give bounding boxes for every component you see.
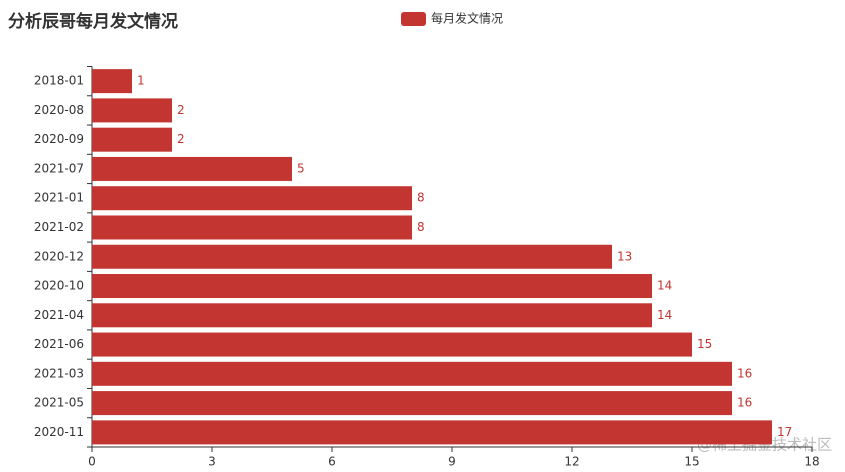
x-tick-label: 18 (804, 455, 819, 469)
bar (92, 332, 692, 357)
y-tick-label: 2020-11 (34, 425, 84, 439)
value-label: 16 (737, 366, 752, 380)
x-tick-label: 6 (328, 455, 336, 469)
x-tick-label: 15 (684, 455, 699, 469)
bar (92, 361, 732, 386)
y-tick-label: 2021-03 (34, 366, 84, 380)
bar (92, 69, 132, 94)
value-label: 1 (137, 74, 145, 88)
value-label: 15 (697, 337, 712, 351)
y-tick-label: 2021-07 (34, 161, 84, 175)
legend-label: 每月发文情况 (431, 11, 503, 26)
y-tick-label: 2021-01 (34, 191, 84, 205)
x-tick-label: 0 (88, 455, 96, 469)
y-tick-label: 2021-04 (34, 308, 84, 322)
bar (92, 391, 732, 416)
bar (92, 274, 652, 299)
y-tick-label: 2020-10 (34, 279, 84, 293)
x-tick-label: 12 (564, 455, 579, 469)
x-tick-label: 3 (208, 455, 216, 469)
legend-swatch (401, 12, 426, 26)
value-label: 2 (177, 103, 185, 117)
y-tick-label: 2021-02 (34, 220, 84, 234)
bar (92, 244, 612, 269)
y-tick-label: 2021-06 (34, 337, 84, 351)
y-tick-label: 2021-05 (34, 396, 84, 410)
y-tick-label: 2020-12 (34, 249, 84, 263)
value-label: 5 (297, 161, 305, 175)
bar (92, 186, 412, 211)
value-label: 8 (417, 191, 425, 205)
x-tick-label: 9 (448, 455, 456, 469)
value-label: 13 (617, 249, 632, 263)
y-tick-label: 2020-08 (34, 103, 84, 117)
bar (92, 156, 292, 181)
value-label: 16 (737, 396, 752, 410)
value-label: 2 (177, 132, 185, 146)
bar (92, 127, 172, 152)
bar (92, 420, 772, 445)
value-label: 14 (657, 279, 672, 293)
bar (92, 303, 652, 328)
bar (92, 215, 412, 240)
chart-title: 分析辰哥每月发文情况 (8, 11, 178, 32)
value-label: 17 (777, 425, 792, 439)
value-label: 8 (417, 220, 425, 234)
bar (92, 98, 172, 123)
value-label: 14 (657, 308, 672, 322)
y-tick-label: 2018-01 (34, 74, 84, 88)
y-tick-label: 2020-09 (34, 132, 84, 146)
